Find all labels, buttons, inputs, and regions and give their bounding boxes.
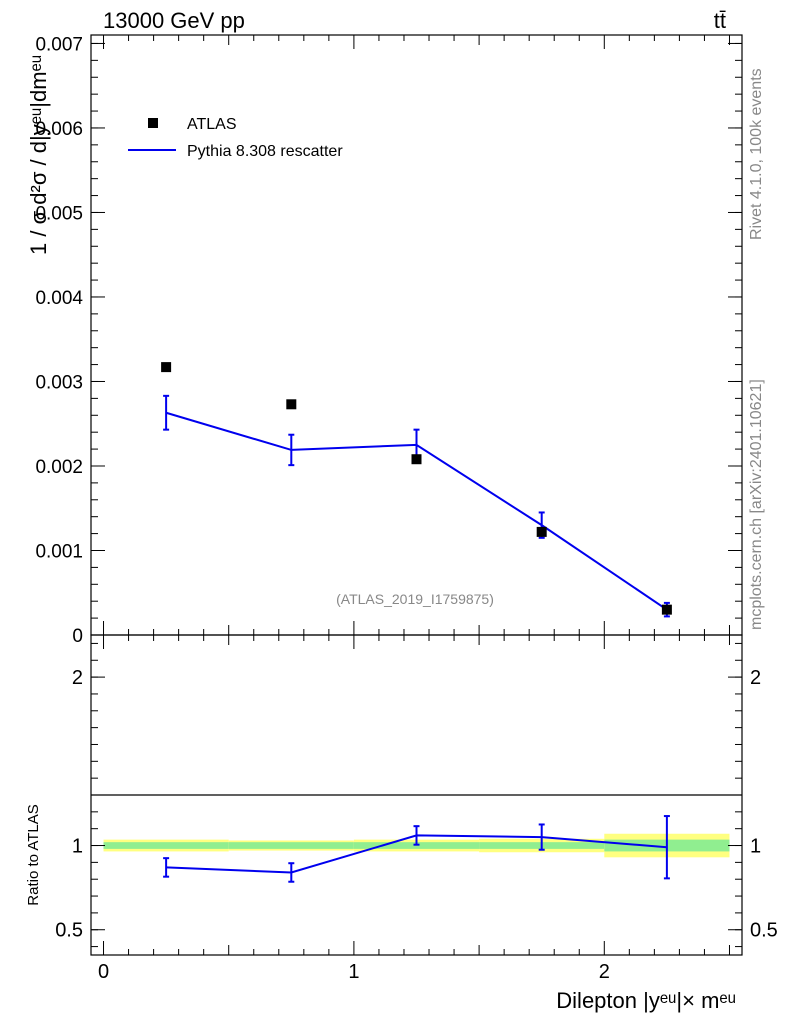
ratio-ytick-label-right: 2 [750, 667, 761, 689]
rivet-label: Rivet 4.1.0, 100k events [748, 68, 765, 240]
ratio-xtick-label: 1 [348, 961, 359, 983]
atlas-data-point [286, 399, 297, 410]
ratio-ylabel: Ratio to ATLAS [25, 804, 42, 905]
ratio-band-inner [103, 842, 229, 849]
x-axis-label: Dilepton |yᵉᵘ|× mᵉᵘ [556, 988, 736, 1013]
atlas-data-point [161, 362, 172, 373]
atlas-data-point [411, 454, 422, 465]
ratio-panel: 0.5 0.5 1 1 2 2 0 1 2 [55, 634, 778, 983]
main-ytick-label: 0.007 [35, 34, 83, 55]
main-ytick-label: 0 [72, 626, 83, 647]
legend-mc-label: Pythia 8.308 rescatter [187, 143, 343, 160]
main-ytick-label: 0.002 [35, 457, 83, 478]
atlas-data-point [661, 604, 672, 615]
ratio-ytick-label: 2 [72, 667, 83, 689]
main-ytick-label: 0.003 [35, 372, 83, 393]
energy-label: 13000 GeV pp [103, 8, 245, 33]
ratio-xtick-label: 0 [98, 961, 109, 983]
main-ytick-label: 0.005 [35, 203, 83, 224]
main-ylabel: 1 / σ d²σ / d|yᵉᵘ|dmᵉᵘ [26, 55, 51, 255]
main-panel: 0 0.001 0.002 0.003 0.004 0.005 0.006 0.007 [35, 34, 743, 647]
analysis-label: (ATLAS_2019_I1759875) [336, 591, 494, 607]
ratio-band-inner [228, 842, 354, 849]
main-ytick-label: 0.004 [35, 288, 83, 309]
main-ytick-label: 0.006 [35, 119, 83, 140]
legend-atlas-marker [148, 118, 158, 128]
legend-atlas-label: ATLAS [187, 116, 237, 133]
main-ytick-label: 0.001 [35, 541, 83, 562]
atlas-data-point [536, 526, 547, 537]
mcplots-label: mcplots.cern.ch [arXiv:2401.10621] [748, 379, 765, 630]
ratio-ytick-label-right: 0.5 [750, 920, 778, 942]
process-label: tt̄ [714, 8, 726, 33]
legend: ATLAS Pythia 8.308 rescatter [128, 116, 343, 160]
ratio-ytick-label: 0.5 [55, 920, 83, 942]
ratio-ytick-label-right: 1 [750, 836, 761, 858]
ratio-ytick-label: 1 [72, 836, 83, 858]
ratio-xtick-label: 2 [599, 961, 610, 983]
